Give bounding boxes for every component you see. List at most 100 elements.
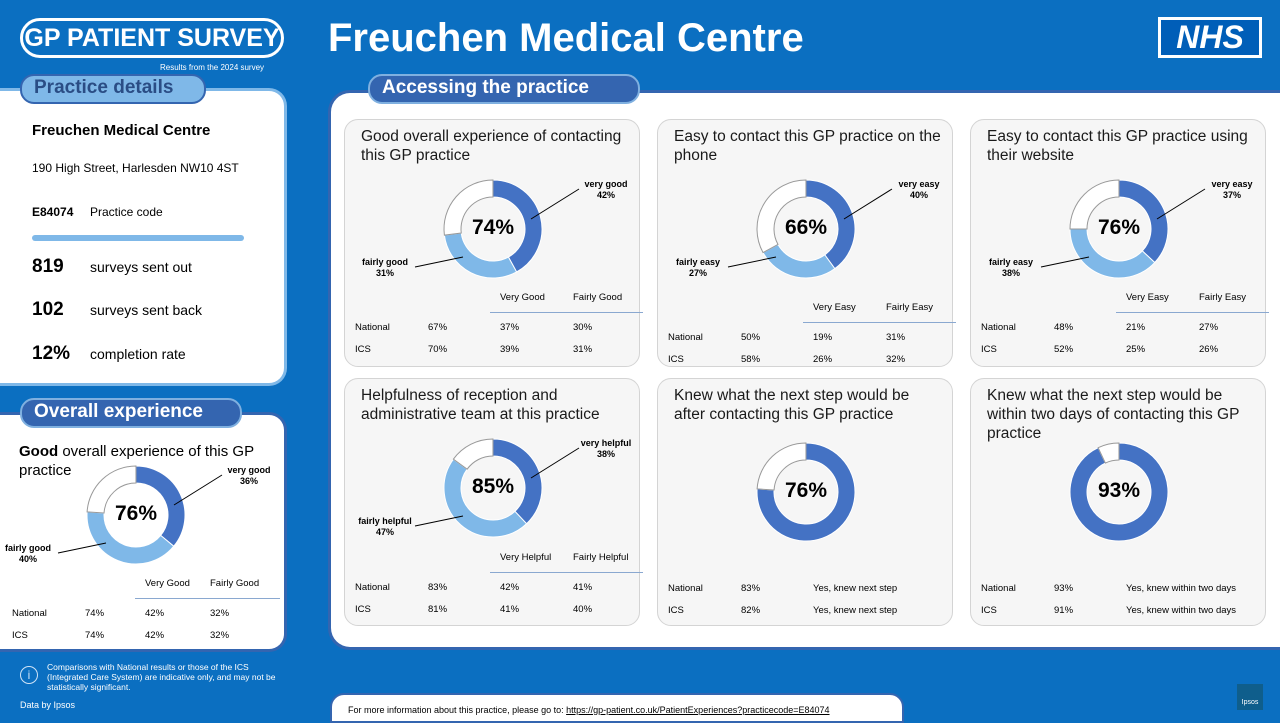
row-very: 21% xyxy=(1126,322,1146,333)
row-total: 52% xyxy=(1054,344,1074,355)
row-very: 42% xyxy=(145,608,165,619)
data-by-ipsos: Data by Ipsos xyxy=(20,700,76,710)
fairly-label: fairly good 40% xyxy=(0,543,58,565)
practice-link[interactable]: https://gp-patient.co.uk/PatientExperien… xyxy=(566,705,830,715)
very-label-text: very easy xyxy=(1211,179,1253,189)
row-total: 93% xyxy=(1054,583,1074,594)
row-very: Yes, knew next step xyxy=(813,605,898,616)
header-line xyxy=(135,598,280,599)
row-label: ICS xyxy=(981,344,997,355)
donut-chart xyxy=(727,179,893,279)
row-label: National xyxy=(668,583,703,594)
col-header-fairly: Fairly Helpful xyxy=(573,552,629,563)
row-label: ICS xyxy=(668,354,684,365)
row-total: 48% xyxy=(1054,322,1074,333)
donut-chart xyxy=(1069,442,1169,542)
very-label-text: very good xyxy=(227,465,271,475)
remainder-segment xyxy=(756,179,807,254)
row-very: 42% xyxy=(145,630,165,641)
donut-chart xyxy=(414,179,580,279)
divider xyxy=(32,235,244,241)
row-fairly: 30% xyxy=(573,322,593,333)
card-title: Easy to contact this GP practice on the … xyxy=(674,128,941,164)
title-rest: overall experience of this GP practice xyxy=(19,443,254,479)
very-label-pct: 36% xyxy=(239,476,258,486)
remainder-segment xyxy=(443,179,494,236)
row-label: ICS xyxy=(668,605,684,616)
donut-total: 76% xyxy=(114,502,158,525)
fairly-label-text: fairly helpful xyxy=(358,516,412,526)
row-very: Yes, knew within two days xyxy=(1126,605,1237,616)
header-line xyxy=(1116,312,1269,313)
donut-chart xyxy=(57,465,223,565)
survey-card: Helpfulness of reception and administrat… xyxy=(344,378,643,626)
donut-chart xyxy=(756,442,856,542)
page-title: Freuchen Medical Centre xyxy=(328,16,804,60)
fairly-label: fairly easy 27% xyxy=(668,257,728,279)
fairly-leader-line xyxy=(727,256,777,268)
col-header-fairly: Fairly Good xyxy=(210,578,260,589)
card-title: Knew what the next step would be within … xyxy=(987,387,1240,442)
row-label: ICS xyxy=(355,604,371,615)
donut-total: 85% xyxy=(471,475,515,498)
overall-experience-chart: 76% very good 36% fairly good 40% Very Good Fa… xyxy=(0,412,287,652)
row-total: 67% xyxy=(428,322,448,333)
more-info-footer: For more information about this practice… xyxy=(330,693,904,723)
info-icon: i xyxy=(20,666,38,684)
ipsos-logo: Ipsos xyxy=(1237,684,1263,710)
survey-card: Good overall experience of contacting th… xyxy=(344,119,643,367)
practice-name: Freuchen Medical Centre xyxy=(32,122,211,139)
very-leader-line xyxy=(530,447,580,479)
row-total: 82% xyxy=(741,605,761,616)
row-label: National xyxy=(981,583,1016,594)
row-fairly: 32% xyxy=(886,354,906,365)
very-label-pct: 37% xyxy=(1222,190,1241,200)
title-bold: Good xyxy=(19,443,59,460)
row-label: National xyxy=(981,322,1016,333)
very-leader-line xyxy=(843,188,893,220)
stat-sent-back: 102 surveys sent back xyxy=(32,299,202,321)
more-info-text: For more information about this practice… xyxy=(348,705,567,715)
row-label: ICS xyxy=(12,630,28,641)
nhs-logo: NHS xyxy=(1158,17,1262,58)
fairly-leader-line xyxy=(57,542,107,554)
row-total: 70% xyxy=(428,344,448,355)
fairly-segment xyxy=(762,243,836,279)
fairly-leader-line xyxy=(414,515,464,527)
row-total: 83% xyxy=(741,583,761,594)
stat-value: 12% xyxy=(32,343,71,364)
row-very: 42% xyxy=(500,582,520,593)
overall-experience-title: Good overall experience of this GP pract… xyxy=(19,442,259,480)
gp-patient-survey-logo: GP PATIENT SURVEY xyxy=(20,18,284,58)
very-label: very helpful 38% xyxy=(573,438,639,460)
donut-chart xyxy=(1040,179,1206,279)
col-header-fairly: Fairly Easy xyxy=(1199,292,1246,303)
donut-total: 76% xyxy=(1097,216,1141,239)
donut-total: 93% xyxy=(1097,479,1141,502)
stat-completion: 12% completion rate xyxy=(32,343,186,365)
very-label-pct: 40% xyxy=(909,190,928,200)
row-label: National xyxy=(355,582,390,593)
row-very: Yes, knew next step xyxy=(813,583,898,594)
row-very: Yes, knew within two days xyxy=(1126,583,1237,594)
accessing-practice-heading: Accessing the practice xyxy=(368,74,640,104)
fairly-label-text: fairly good xyxy=(4,543,51,553)
fairly-label-pct: 40% xyxy=(18,554,37,564)
fairly-label-pct: 38% xyxy=(1001,268,1020,278)
practice-code: E84074 Practice code xyxy=(32,205,163,219)
very-label-text: very good xyxy=(584,179,628,189)
row-total: 91% xyxy=(1054,605,1074,616)
survey-year-subtitle: Results from the 2024 survey xyxy=(160,63,265,72)
very-leader-line xyxy=(530,188,580,220)
row-fairly: 31% xyxy=(886,332,906,343)
header-line xyxy=(803,322,956,323)
practice-code-value: E84074 xyxy=(32,205,74,219)
card-title: Helpfulness of reception and administrat… xyxy=(361,387,600,423)
very-label-text: very helpful xyxy=(580,438,632,448)
card-title: Good overall experience of contacting th… xyxy=(361,128,622,164)
fairly-label: fairly good 31% xyxy=(355,257,415,279)
row-label: ICS xyxy=(355,344,371,355)
fairly-label: fairly helpful 47% xyxy=(355,516,415,538)
fairly-leader-line xyxy=(414,256,464,268)
row-total: 74% xyxy=(85,608,105,619)
